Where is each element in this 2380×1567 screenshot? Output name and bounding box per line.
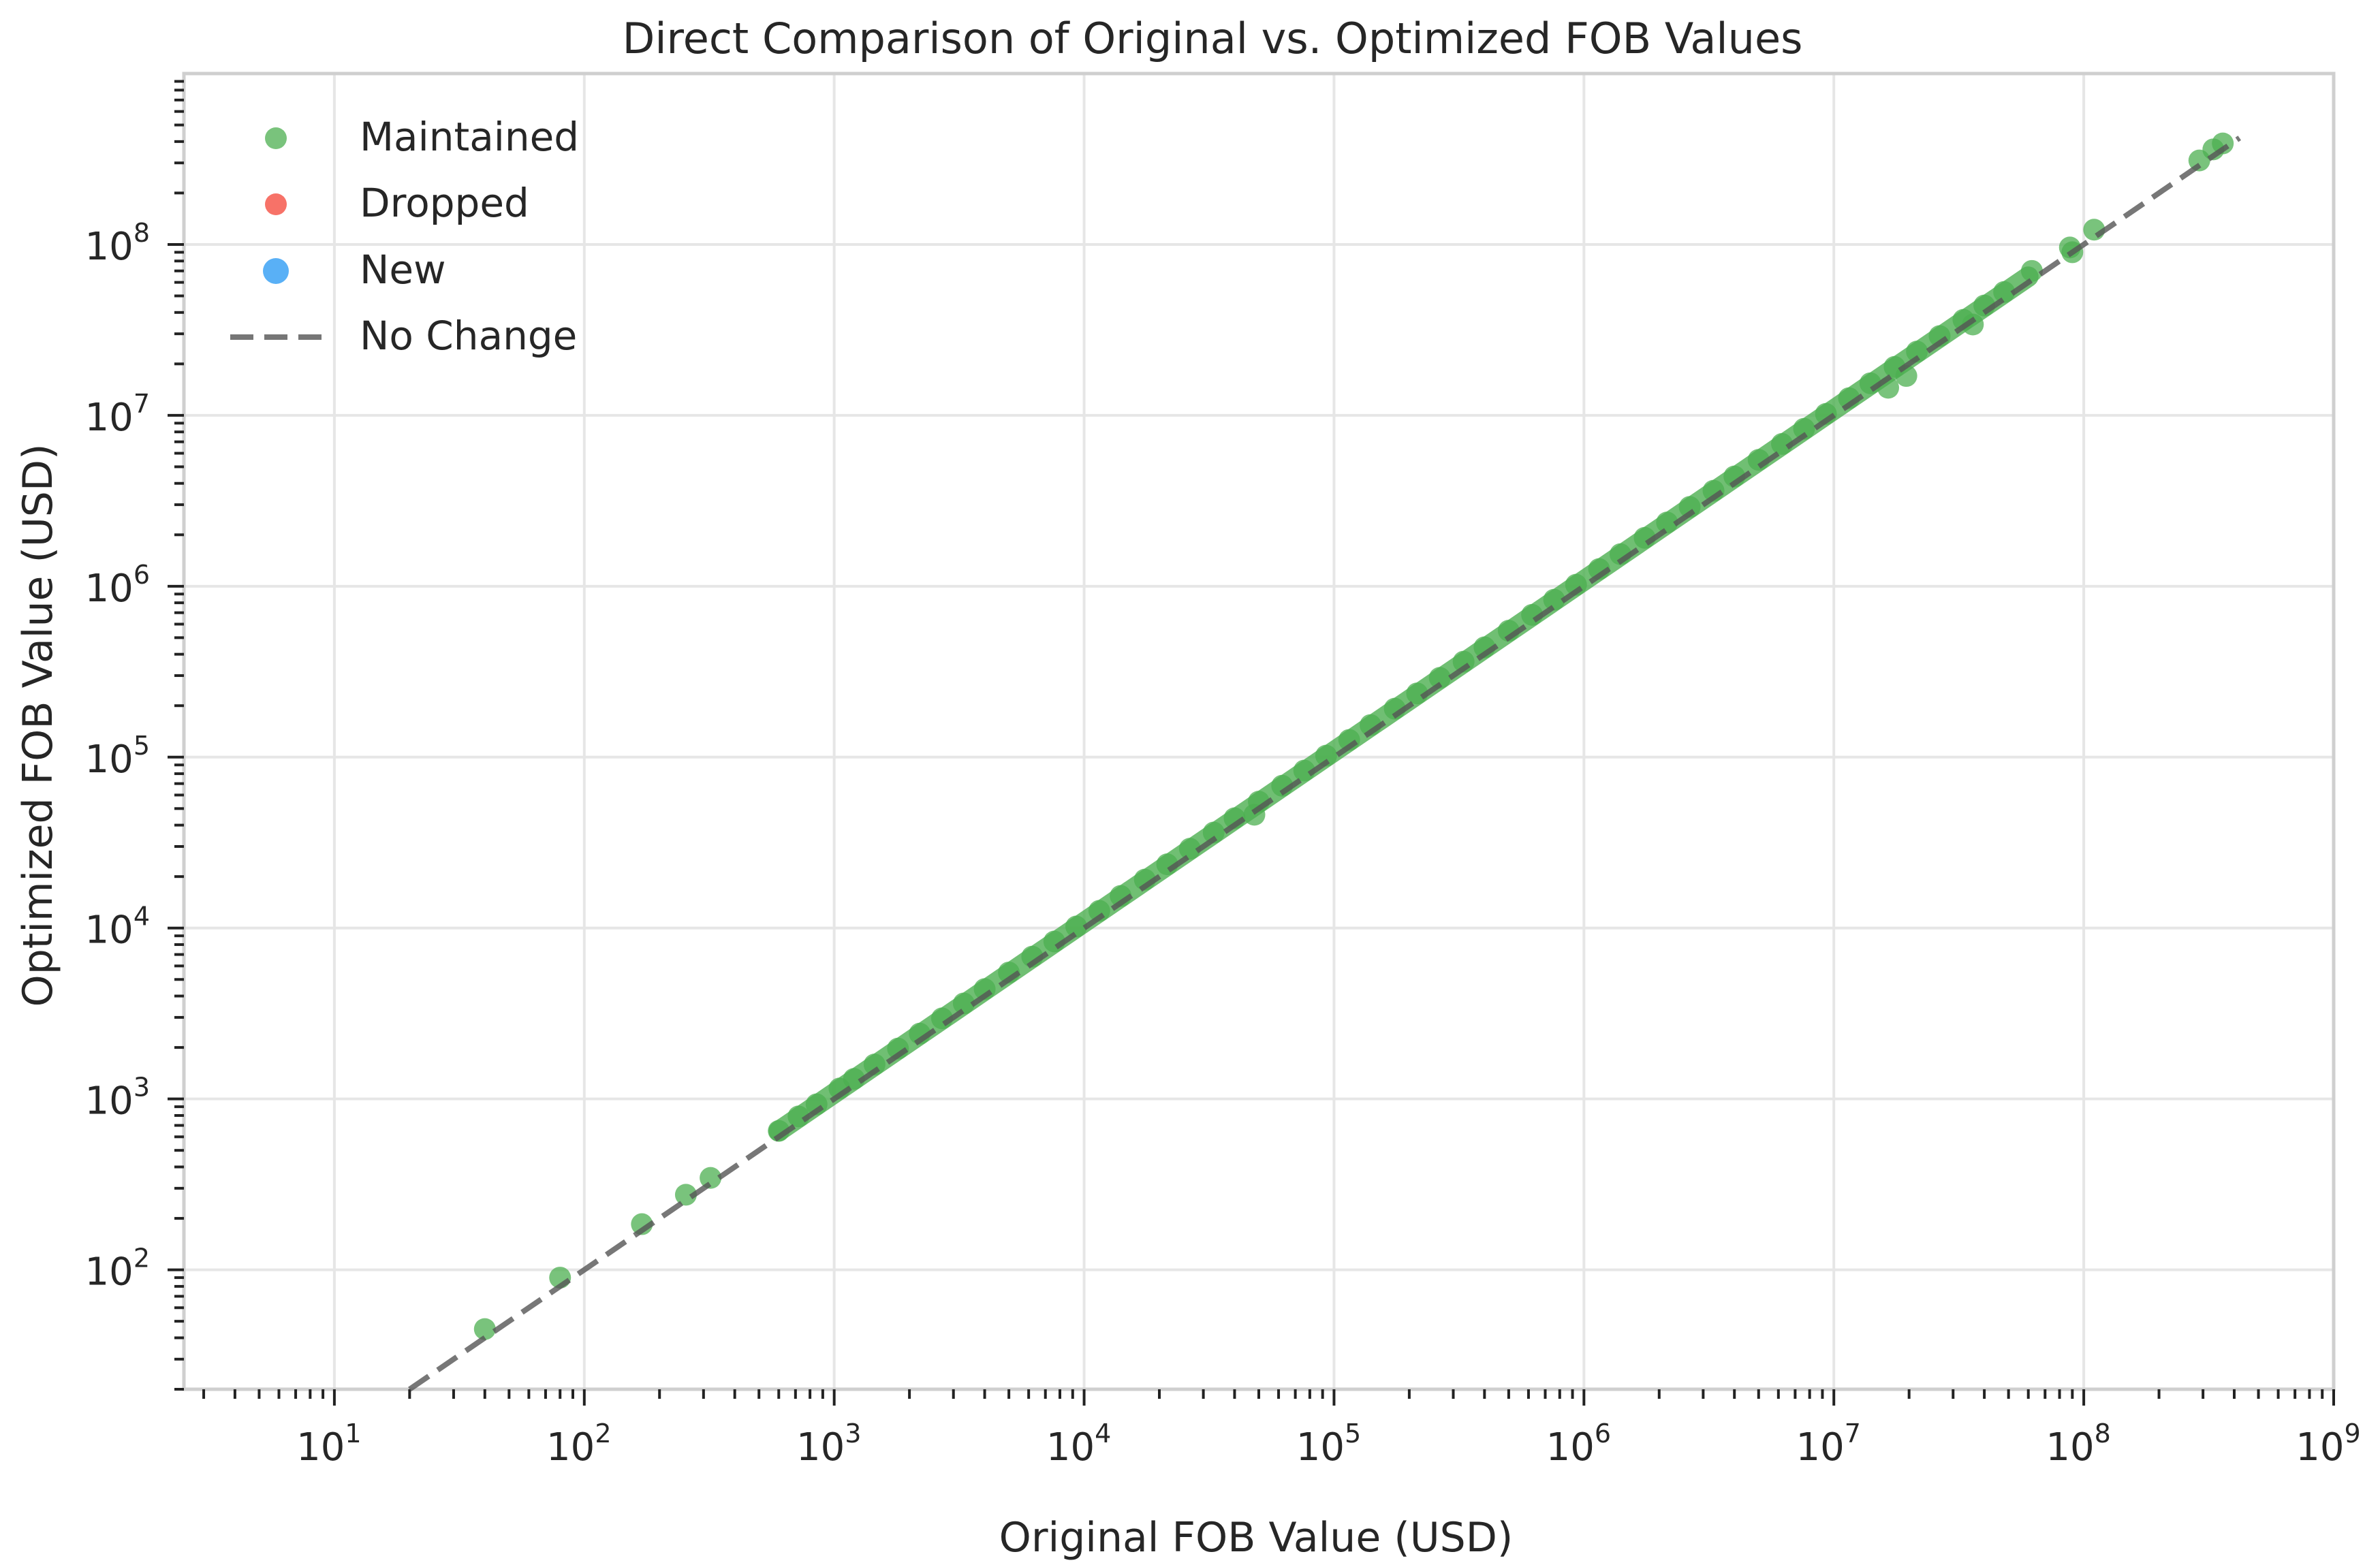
x-tick-label: 104 [1046, 1419, 1111, 1470]
x-axis-label: Original FOB Value (USD) [999, 1514, 1514, 1562]
legend-marker-dropped [265, 193, 287, 215]
plot-area [408, 132, 2242, 1392]
x-tick-label: 106 [1546, 1419, 1611, 1470]
y-tick-label: 106 [85, 560, 150, 611]
minor-ticks [174, 80, 2324, 1399]
x-tick-label: 105 [1296, 1419, 1361, 1470]
y-tick-label: 104 [85, 902, 150, 953]
legend-marker-new [263, 258, 289, 284]
chart-title: Direct Comparison of Original vs. Optimi… [623, 14, 1803, 63]
legend-label-no-change: No Change [360, 313, 577, 359]
x-tick-label: 101 [296, 1419, 361, 1470]
y-tick-label: 108 [85, 218, 150, 269]
major-ticks [168, 242, 2335, 1406]
x-tick-label: 103 [796, 1419, 861, 1470]
legend-label-maintained: Maintained [360, 114, 579, 160]
legend: Maintained Dropped New No Change [230, 114, 579, 359]
x-tick-label: 107 [1796, 1419, 1860, 1470]
x-tick-label: 109 [2296, 1419, 2360, 1470]
y-tick-label: 103 [85, 1073, 150, 1124]
x-tick-label: 102 [546, 1419, 611, 1470]
legend-label-new: New [360, 247, 446, 293]
data-point-band [768, 266, 2039, 1141]
data-point [700, 1167, 722, 1189]
tick-labels: 101 102 103 104 105 106 107 108 109 102 103 104 105 1… [85, 218, 2361, 1470]
plot-frame [182, 72, 2336, 1391]
data-point [674, 1184, 697, 1206]
no-change-line [408, 136, 2242, 1392]
y-tick-label: 102 [85, 1244, 150, 1295]
y-axis-label: Optimized FOB Value (USD) [14, 443, 62, 1007]
y-tick-label: 105 [85, 731, 150, 782]
data-point [473, 1318, 496, 1340]
legend-marker-maintained [265, 127, 287, 149]
y-tick-label: 107 [85, 389, 150, 440]
legend-label-dropped: Dropped [360, 180, 529, 226]
x-tick-label: 108 [2046, 1419, 2110, 1470]
data-points [473, 132, 2234, 1340]
grid [184, 74, 2334, 1389]
